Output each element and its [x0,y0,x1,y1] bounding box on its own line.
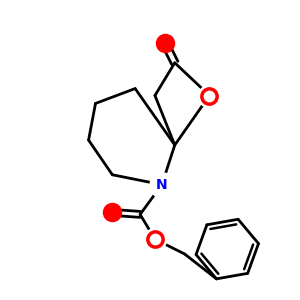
Text: N: N [156,178,168,192]
